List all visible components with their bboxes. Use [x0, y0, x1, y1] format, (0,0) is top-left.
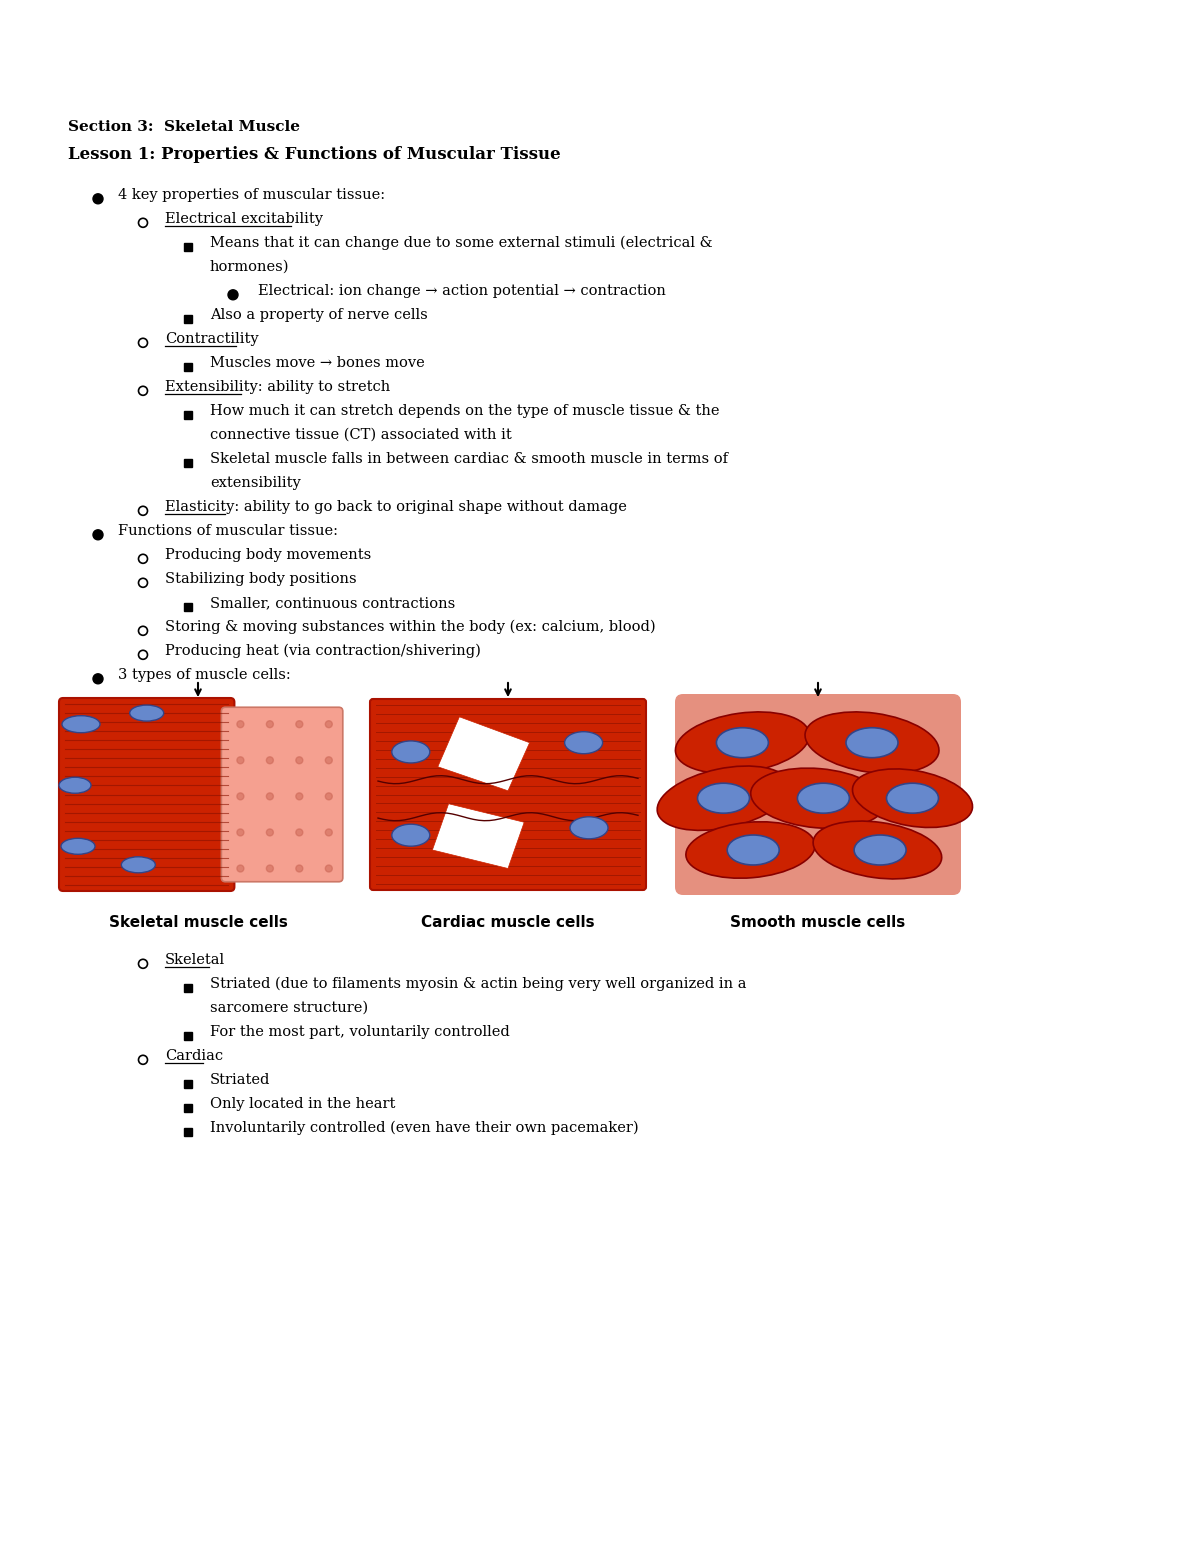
- Text: How much it can stretch depends on the type of muscle tissue & the: How much it can stretch depends on the t…: [210, 404, 720, 418]
- Text: Lesson 1: Properties & Functions of Muscular Tissue: Lesson 1: Properties & Functions of Musc…: [68, 146, 560, 163]
- Circle shape: [236, 829, 244, 836]
- Circle shape: [296, 865, 302, 871]
- Ellipse shape: [570, 817, 608, 839]
- Circle shape: [296, 794, 302, 800]
- Ellipse shape: [805, 711, 938, 773]
- Bar: [184, 1104, 192, 1112]
- Circle shape: [266, 829, 274, 836]
- Text: Striated (due to filaments myosin & actin being very well organized in a: Striated (due to filaments myosin & acti…: [210, 977, 746, 991]
- Bar: [184, 410, 192, 419]
- Bar: [184, 362, 192, 371]
- Text: Also a property of nerve cells: Also a property of nerve cells: [210, 307, 427, 321]
- FancyBboxPatch shape: [59, 697, 234, 891]
- Ellipse shape: [854, 836, 906, 865]
- Text: Stabilizing body positions: Stabilizing body positions: [166, 572, 356, 585]
- Text: Extensibility: ability to stretch: Extensibility: ability to stretch: [166, 380, 390, 394]
- Circle shape: [325, 829, 332, 836]
- Polygon shape: [432, 804, 524, 868]
- Ellipse shape: [887, 783, 938, 814]
- Text: Cardiac muscle cells: Cardiac muscle cells: [421, 915, 595, 930]
- Text: Skeletal: Skeletal: [166, 954, 226, 968]
- Text: Electrical excitability: Electrical excitability: [166, 213, 323, 227]
- Circle shape: [325, 721, 332, 728]
- Ellipse shape: [391, 825, 430, 846]
- Circle shape: [266, 721, 274, 728]
- Ellipse shape: [852, 769, 972, 828]
- Circle shape: [296, 721, 302, 728]
- Circle shape: [296, 756, 302, 764]
- Text: Only located in the heart: Only located in the heart: [210, 1096, 395, 1110]
- FancyBboxPatch shape: [370, 699, 646, 890]
- Ellipse shape: [391, 741, 430, 763]
- Ellipse shape: [658, 766, 790, 831]
- Bar: [184, 1079, 192, 1089]
- Text: hormones): hormones): [210, 259, 289, 273]
- Text: Means that it can change due to some external stimuli (electrical &: Means that it can change due to some ext…: [210, 236, 713, 250]
- Text: Smooth muscle cells: Smooth muscle cells: [731, 915, 906, 930]
- Text: Storing & moving substances within the body (ex: calcium, blood): Storing & moving substances within the b…: [166, 620, 655, 634]
- FancyBboxPatch shape: [222, 707, 343, 882]
- Circle shape: [94, 194, 103, 203]
- Text: Smaller, continuous contractions: Smaller, continuous contractions: [210, 596, 455, 610]
- Text: extensibility: extensibility: [210, 477, 301, 491]
- Ellipse shape: [716, 728, 768, 758]
- Text: 4 key properties of muscular tissue:: 4 key properties of muscular tissue:: [118, 188, 385, 202]
- Text: For the most part, voluntarily controlled: For the most part, voluntarily controlle…: [210, 1025, 510, 1039]
- Ellipse shape: [565, 731, 602, 753]
- Circle shape: [236, 794, 244, 800]
- Circle shape: [94, 530, 103, 540]
- Text: Muscles move → bones move: Muscles move → bones move: [210, 356, 425, 370]
- Text: Functions of muscular tissue:: Functions of muscular tissue:: [118, 523, 338, 537]
- Text: Skeletal muscle falls in between cardiac & smooth muscle in terms of: Skeletal muscle falls in between cardiac…: [210, 452, 728, 466]
- Text: sarcomere structure): sarcomere structure): [210, 1002, 368, 1016]
- Bar: [184, 603, 192, 610]
- Text: Involuntarily controlled (even have their own pacemaker): Involuntarily controlled (even have thei…: [210, 1121, 638, 1135]
- Ellipse shape: [61, 839, 95, 854]
- Circle shape: [325, 756, 332, 764]
- Circle shape: [325, 865, 332, 871]
- Circle shape: [236, 721, 244, 728]
- Ellipse shape: [751, 769, 886, 828]
- Ellipse shape: [676, 711, 809, 773]
- Ellipse shape: [130, 705, 163, 721]
- Ellipse shape: [62, 716, 100, 733]
- Text: Skeletal muscle cells: Skeletal muscle cells: [108, 915, 288, 930]
- Text: Cardiac: Cardiac: [166, 1048, 223, 1062]
- Circle shape: [94, 674, 103, 683]
- Circle shape: [266, 794, 274, 800]
- Ellipse shape: [121, 857, 155, 873]
- Text: Contractility: Contractility: [166, 332, 259, 346]
- Text: connective tissue (CT) associated with it: connective tissue (CT) associated with i…: [210, 429, 511, 443]
- Circle shape: [236, 865, 244, 871]
- Circle shape: [228, 290, 238, 300]
- Ellipse shape: [846, 728, 898, 758]
- Circle shape: [236, 756, 244, 764]
- Circle shape: [266, 865, 274, 871]
- Bar: [184, 242, 192, 252]
- Ellipse shape: [814, 822, 942, 879]
- Text: Striated: Striated: [210, 1073, 270, 1087]
- Bar: [184, 983, 192, 992]
- Bar: [184, 1031, 192, 1041]
- Ellipse shape: [797, 783, 850, 814]
- Bar: [184, 315, 192, 323]
- FancyBboxPatch shape: [674, 694, 961, 895]
- Circle shape: [266, 756, 274, 764]
- Text: Producing body movements: Producing body movements: [166, 548, 371, 562]
- Ellipse shape: [59, 776, 91, 794]
- Ellipse shape: [727, 836, 779, 865]
- Circle shape: [296, 829, 302, 836]
- Ellipse shape: [686, 822, 815, 877]
- Text: Section 3:  Skeletal Muscle: Section 3: Skeletal Muscle: [68, 120, 300, 134]
- Text: 3 types of muscle cells:: 3 types of muscle cells:: [118, 668, 290, 682]
- Polygon shape: [438, 717, 529, 790]
- Text: Electrical: ion change → action potential → contraction: Electrical: ion change → action potentia…: [258, 284, 666, 298]
- Bar: [184, 458, 192, 467]
- Ellipse shape: [697, 783, 750, 814]
- Text: Producing heat (via contraction/shivering): Producing heat (via contraction/shiverin…: [166, 644, 481, 658]
- Bar: [184, 1127, 192, 1137]
- Text: Elasticity: ability to go back to original shape without damage: Elasticity: ability to go back to origin…: [166, 500, 626, 514]
- Circle shape: [325, 794, 332, 800]
